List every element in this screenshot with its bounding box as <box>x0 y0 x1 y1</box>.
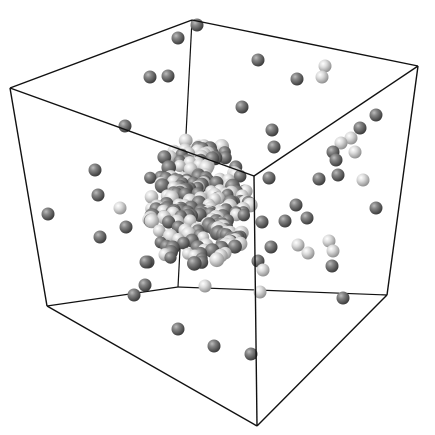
atom-dark <box>171 31 185 45</box>
atom-dark <box>91 188 105 202</box>
atom-light <box>178 133 193 148</box>
atom-light <box>209 252 225 268</box>
atom-light <box>198 279 212 293</box>
atom-dark <box>289 198 303 212</box>
atom-dark <box>207 339 221 353</box>
atom-light <box>348 145 362 159</box>
atom-dark <box>369 108 383 122</box>
atom-dark <box>118 119 132 133</box>
atom-dark <box>267 140 281 154</box>
atom-dark <box>164 251 177 264</box>
atom-dark <box>237 208 250 222</box>
atom-light <box>152 224 166 238</box>
atom-dark <box>262 171 276 185</box>
atom-light <box>256 263 270 277</box>
atom-dark <box>264 240 278 254</box>
box-edge <box>256 294 388 427</box>
box-edge <box>9 87 48 307</box>
atom-dark <box>325 259 339 273</box>
atom-dark <box>300 211 314 225</box>
atom-dark <box>218 151 232 165</box>
atom-light <box>301 246 315 260</box>
atom-dark <box>143 70 157 84</box>
atom-dark <box>244 347 258 361</box>
box-edge <box>177 286 388 296</box>
atom-dark <box>119 220 133 234</box>
atom-dark <box>41 207 55 221</box>
box-front-edges <box>9 19 419 427</box>
atom-dark <box>353 121 367 135</box>
atom-light <box>253 285 267 299</box>
box-edge <box>253 175 258 427</box>
box-edge <box>46 305 258 427</box>
atom-light <box>318 59 332 73</box>
box-edge <box>253 65 419 177</box>
atom-light <box>291 238 305 252</box>
atom-dark <box>278 214 292 228</box>
atom-dark <box>251 53 265 67</box>
atom-light <box>334 136 348 150</box>
box-edge <box>46 286 179 307</box>
atom-dark <box>265 123 279 137</box>
atom-dark <box>171 322 185 336</box>
atom-dark <box>235 100 249 114</box>
box-edge <box>9 87 255 177</box>
atom-light <box>344 131 358 145</box>
atom-dark <box>369 201 383 215</box>
atom-dark <box>144 171 157 184</box>
atom-dark <box>329 153 343 167</box>
box-edge <box>386 65 419 296</box>
atom-dark <box>290 72 304 86</box>
atom-dark <box>161 69 175 83</box>
atoms <box>41 18 383 361</box>
box-edge <box>191 19 419 67</box>
atom-light <box>322 234 336 248</box>
atom-dark <box>162 215 176 229</box>
atom-dark <box>255 215 269 229</box>
atom-dark <box>127 288 141 302</box>
atom-dark <box>88 163 102 177</box>
atom-dark <box>312 172 326 186</box>
atom-dark <box>227 239 242 254</box>
atom-light <box>144 213 159 229</box>
atom-dark <box>93 230 107 244</box>
atom-dark <box>138 278 152 292</box>
atom-light <box>326 244 340 258</box>
atom-dark <box>331 168 345 182</box>
atom-dark <box>336 291 350 305</box>
atom-dark <box>139 255 153 269</box>
atom-light <box>315 70 329 84</box>
atom-light <box>173 159 186 172</box>
atom-dark <box>187 256 202 271</box>
atom-light <box>113 201 127 215</box>
box-edge <box>9 19 193 89</box>
atom-dark <box>177 236 190 250</box>
atom-light <box>356 173 370 187</box>
atom-dark <box>233 169 247 183</box>
